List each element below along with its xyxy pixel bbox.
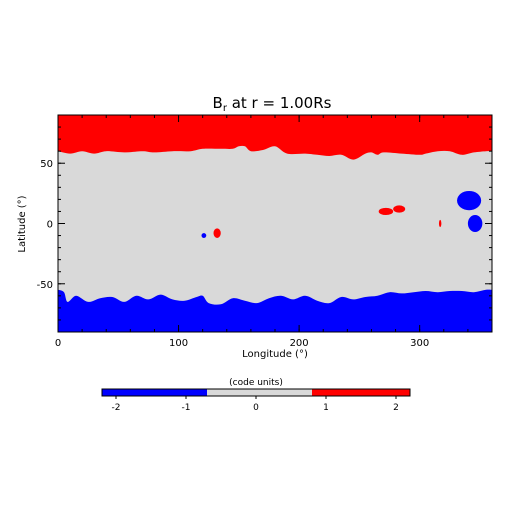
positive-blob: [393, 205, 406, 213]
x-tick-label: 0: [55, 338, 61, 349]
axis-ticks: 0 100 200 300 50 0 -50: [37, 115, 493, 349]
colorbar-segment: [312, 389, 410, 396]
colorbar-tick-label: 2: [393, 403, 399, 413]
positive-blob: [213, 228, 221, 238]
negative-blob: [457, 190, 482, 211]
negative-blob: [467, 215, 483, 232]
colorbar: -2 -1 0 1 2: [101, 388, 411, 413]
title-symbol: B: [213, 94, 223, 112]
north-positive-region: [58, 115, 492, 160]
colorbar-segment: [102, 389, 207, 396]
x-axis-label: Longitude (°): [242, 349, 308, 360]
colorbar-tick-label: -2: [112, 403, 121, 413]
colorbar-segment: [207, 389, 312, 396]
positive-blob: [438, 219, 442, 228]
y-tick-label: -50: [37, 280, 53, 291]
y-tick-label: 50: [40, 159, 53, 170]
south-negative-region: [58, 289, 492, 332]
colorbar-label: (code units): [229, 378, 283, 388]
chart-title: Br at r = 1.00Rs: [213, 94, 332, 114]
x-tick-label: 200: [290, 338, 309, 349]
plot-area: 0 100 200 300 50 0 -50: [37, 114, 493, 349]
y-tick-label: 0: [47, 220, 53, 231]
colorbar-tick-label: 1: [323, 403, 329, 413]
title-subscript: r: [223, 103, 228, 114]
polarity-blobs: [201, 190, 483, 238]
positive-blob: [378, 207, 394, 216]
x-tick-label: 100: [169, 338, 188, 349]
y-axis-label: Latitude (°): [17, 195, 28, 252]
x-tick-label: 300: [410, 338, 429, 349]
colorbar-tick-label: -1: [182, 403, 191, 413]
colorbar-tick-label: 0: [253, 403, 259, 413]
title-rest: at r = 1.00Rs: [227, 94, 332, 112]
negative-blob: [201, 233, 207, 238]
